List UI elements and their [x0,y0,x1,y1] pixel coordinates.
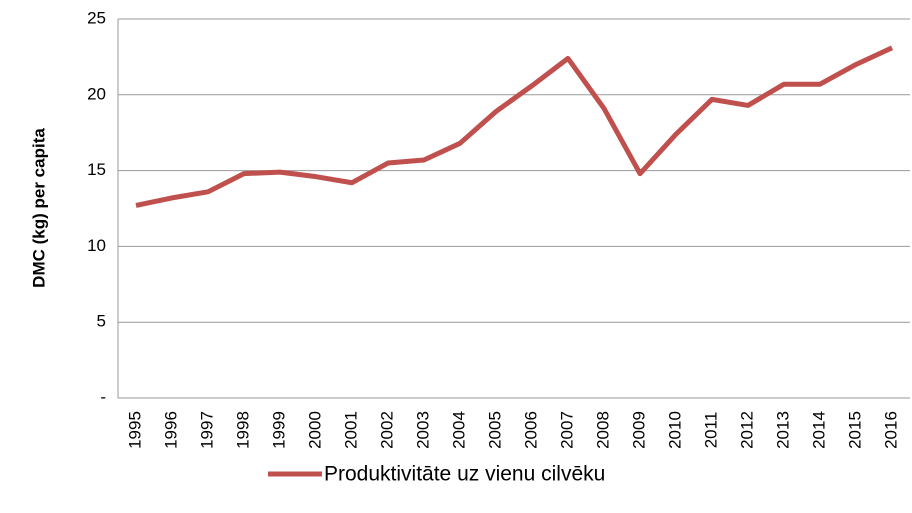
y-tick-label: - [100,387,106,406]
x-tick-label: 2013 [773,411,792,449]
x-tick-label: 2011 [701,412,720,449]
y-tick-label: 5 [97,312,106,331]
x-tick-label: 1998 [233,411,252,449]
data-line [135,45,894,208]
y-axis-title: DMC (kg) per capita [29,128,48,288]
x-tick-label: 2007 [557,411,576,449]
x-tick-label: 2005 [485,411,504,449]
x-tick-label: 2006 [521,411,540,449]
x-tick-label: 2003 [413,411,432,449]
x-tick-label: 1997 [197,411,216,449]
y-tick-label: 15 [87,160,106,179]
x-tick-label: 2000 [305,411,324,449]
y-tick-label: 10 [87,236,106,255]
x-tick-label: 2010 [665,411,684,449]
x-tick-label: 2015 [845,411,864,449]
x-tick-label: 2014 [809,411,828,449]
x-tick-label: 2009 [629,411,648,449]
x-tick-label: 2002 [377,411,396,449]
x-tick-label: 2012 [737,411,756,449]
x-tick-label: 2008 [593,411,612,449]
x-tick-label: 2016 [881,411,900,449]
x-tick-label: 2004 [449,411,468,449]
y-tick-label: 25 [87,8,106,27]
x-tick-label: 1999 [269,411,288,449]
x-tick-label: 1995 [125,411,144,449]
y-tick-label: 20 [87,84,106,103]
legend-label: Produktivitāte uz vienu cilvēku [324,463,605,486]
x-tick-label: 1996 [161,411,180,449]
x-tick-label: 2001 [341,411,360,449]
